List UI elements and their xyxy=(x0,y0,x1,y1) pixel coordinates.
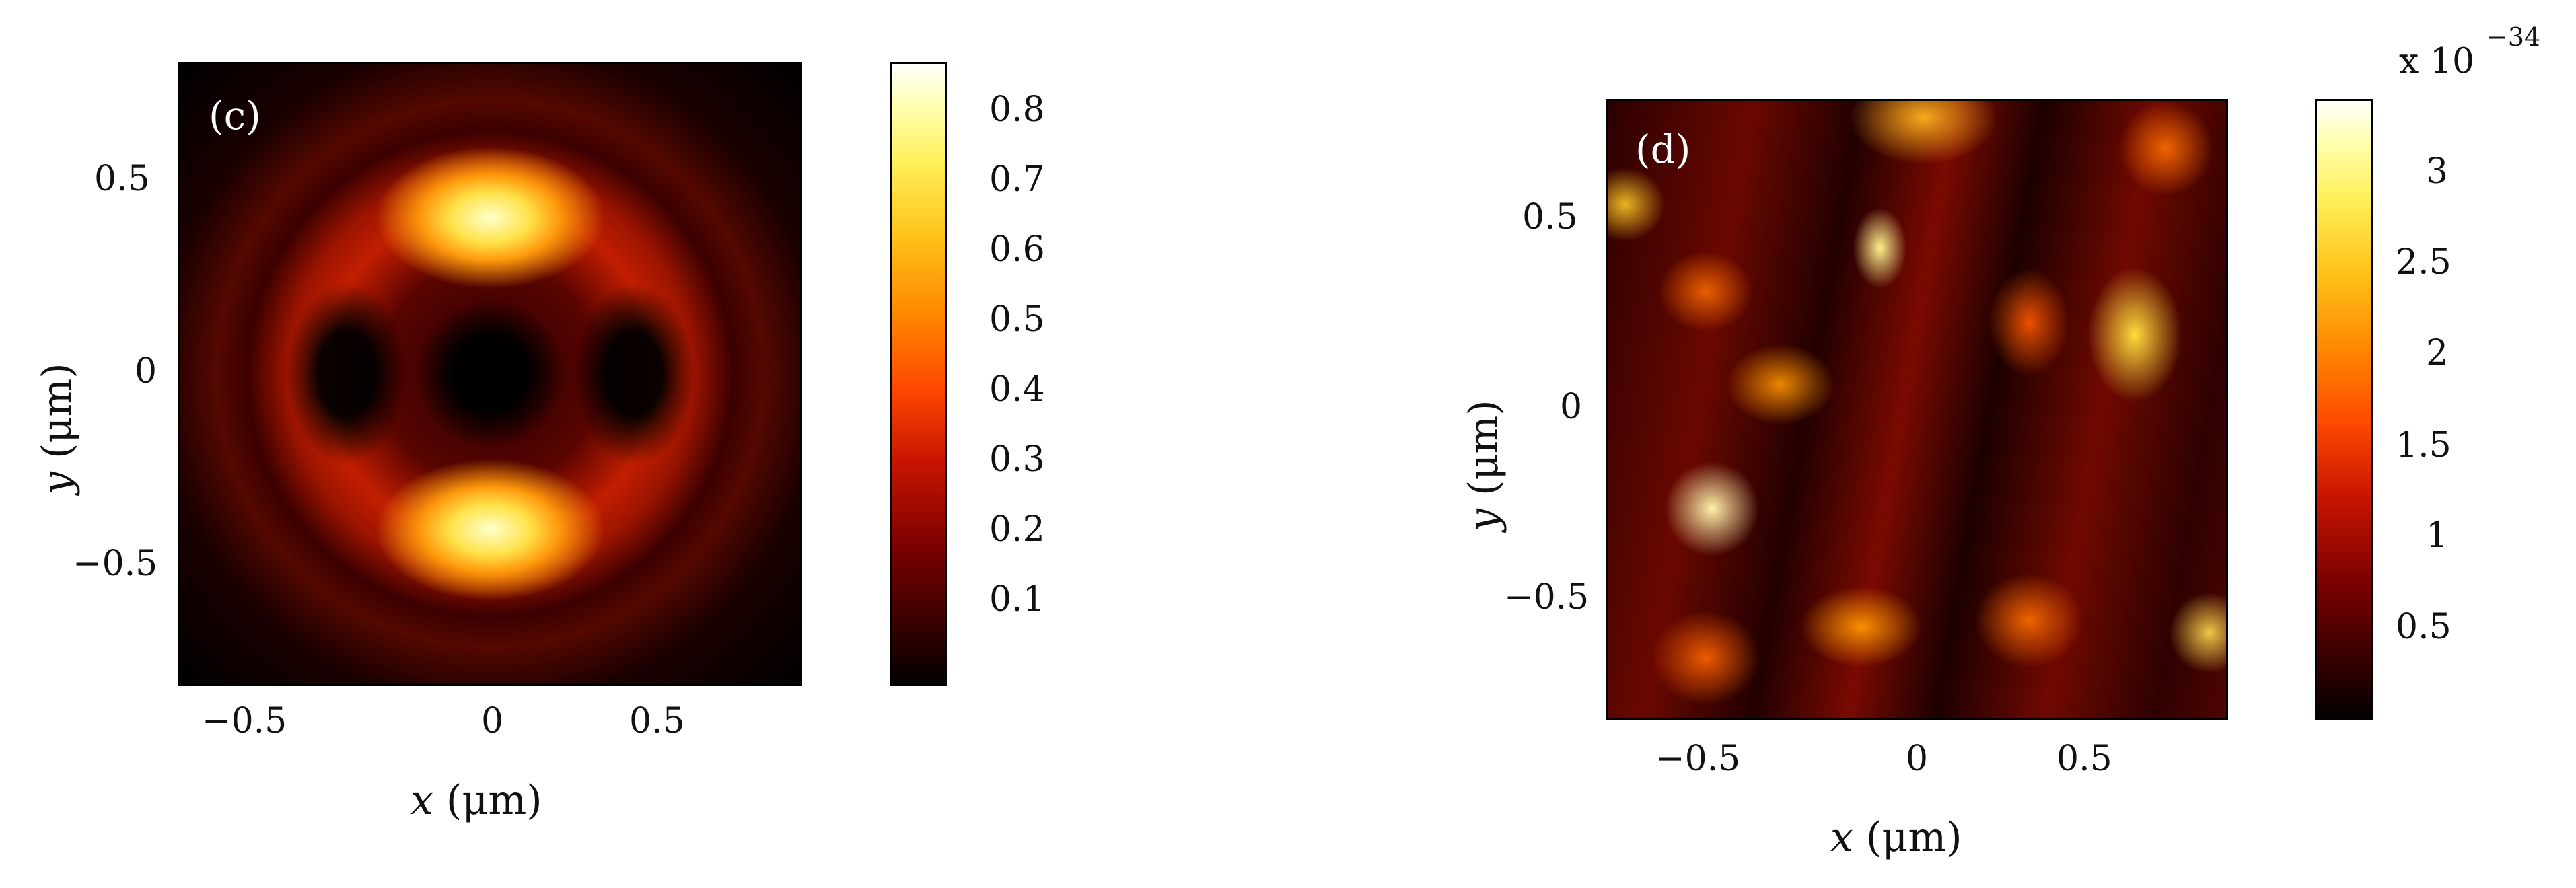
colorbar-tick-label: 0.2 xyxy=(989,509,1045,550)
colorbar-d xyxy=(2315,99,2373,720)
x-tick-label: −0.5 xyxy=(202,701,287,741)
y-tick-label: 0 xyxy=(1560,387,1583,427)
y-axis-unit: (μm) xyxy=(1460,400,1507,509)
x-axis-unit: (μm) xyxy=(1853,814,1962,861)
panel-label-c: (c) xyxy=(209,93,261,139)
heatmap-c-frame xyxy=(178,62,802,686)
exponent-power: −34 xyxy=(2486,22,2541,52)
y-axis-unit: (μm) xyxy=(34,363,81,472)
panel-label-d: (d) xyxy=(1635,126,1691,172)
x-tick-label: 0 xyxy=(481,701,504,741)
colorbar-tick-label: 0.5 xyxy=(989,299,1045,340)
colorbar-d-exponent: x 10 −34 xyxy=(2399,22,2540,82)
x-tick-label: 0 xyxy=(1906,739,1929,779)
colorbar-tick-label: 3 xyxy=(2426,151,2449,192)
heatmap-c xyxy=(178,62,802,686)
colorbar-tick-label: 0.7 xyxy=(989,159,1045,200)
colorbar-tick-label: 2.5 xyxy=(2396,242,2452,283)
colorbar-d-frame xyxy=(2315,99,2373,720)
colorbar-tick-label: 0.6 xyxy=(989,229,1045,270)
colorbar-tick-label: 2 xyxy=(2426,333,2449,373)
x-tick-label: 0.5 xyxy=(2056,739,2112,779)
colorbar-tick-label: 1.5 xyxy=(2396,425,2452,466)
colorbar-tick-label: 0.8 xyxy=(989,89,1045,130)
x-axis-label-d: x (μm) xyxy=(1830,814,1962,861)
heatmap-d xyxy=(1606,99,2228,720)
y-axis-label-d: y (μm) xyxy=(1460,400,1507,531)
x-axis-var: x xyxy=(1830,814,1853,861)
y-tick-label: −0.5 xyxy=(1504,577,1589,618)
heatmap-d-frame xyxy=(1606,99,2228,720)
x-axis-label-c: x (μm) xyxy=(410,777,542,824)
y-tick-label: −0.5 xyxy=(73,544,158,584)
colorbar-tick-label: 1 xyxy=(2426,515,2449,556)
colorbar-tick-label: 0.5 xyxy=(2396,607,2452,647)
colorbar-tick-label: 0.4 xyxy=(989,369,1045,410)
y-tick-label: 0.5 xyxy=(1522,197,1578,237)
exponent-base: x 10 xyxy=(2399,41,2475,82)
colorbar-tick-label: 0.1 xyxy=(989,579,1045,620)
x-axis-unit: (μm) xyxy=(433,777,542,824)
y-axis-label-c: y (μm) xyxy=(34,363,81,494)
y-axis-var: y xyxy=(34,472,81,494)
y-tick-label: 0.5 xyxy=(94,159,150,199)
x-tick-label: 0.5 xyxy=(629,701,685,741)
y-axis-var: y xyxy=(1460,509,1507,531)
x-axis-var: x xyxy=(410,777,433,824)
y-tick-label: 0 xyxy=(135,351,157,392)
colorbar-tick-label: 0.3 xyxy=(989,439,1045,480)
x-tick-label: −0.5 xyxy=(1655,739,1741,779)
colorbar-c-frame xyxy=(890,62,947,686)
colorbar-c xyxy=(890,62,947,686)
